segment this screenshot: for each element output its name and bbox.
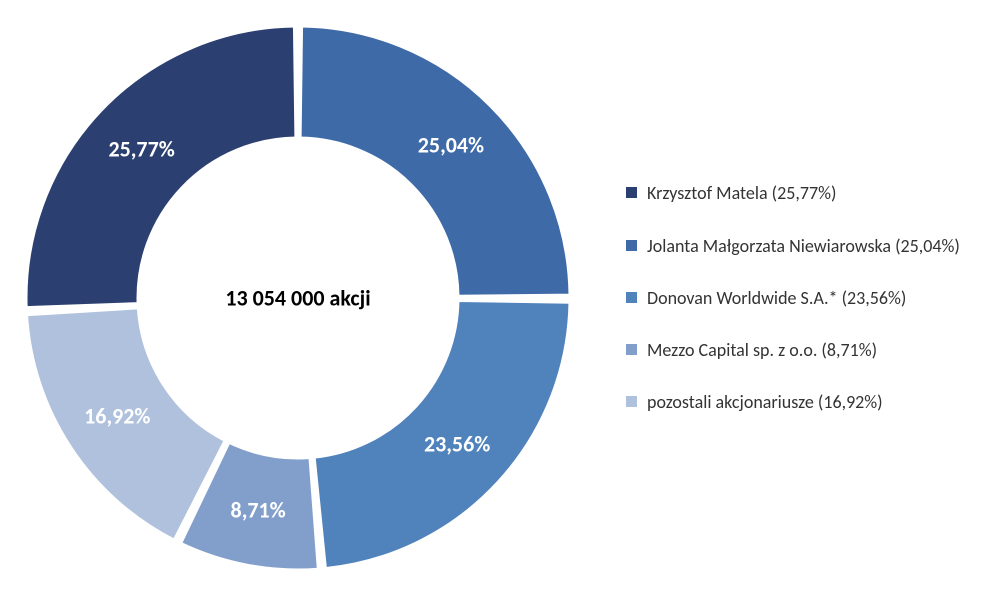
donut-slice (300, 26, 570, 296)
legend-item: pozostali akcjonariusze (16,92%) (626, 390, 971, 414)
slice-label: 8,71% (231, 497, 286, 524)
slice-label: 16,92% (84, 403, 150, 430)
chart-container: 13 054 000 akcji 25,04% 23,56% 8,71% 16,92%… (0, 0, 991, 596)
slice-label: 25,04% (418, 132, 484, 159)
legend-label: Jolanta Małgorzata Niewiarowska (25,04%) (647, 234, 960, 258)
legend-item: Jolanta Małgorzata Niewiarowska (25,04%) (626, 234, 971, 258)
donut-chart: 13 054 000 akcji 25,04% 23,56% 8,71% 16,92%… (0, 0, 596, 596)
legend-label: pozostali akcjonariusze (16,92%) (647, 390, 883, 414)
legend-item: Krzysztof Matela (25,77%) (626, 181, 971, 205)
legend-swatch (626, 240, 637, 251)
legend-swatch (626, 344, 637, 355)
legend-label: Krzysztof Matela (25,77%) (647, 181, 836, 205)
legend-label: Donovan Worldwide S.A.* (23,56%) (647, 286, 906, 310)
donut-slice (26, 26, 296, 308)
slice-label: 23,56% (424, 431, 490, 458)
legend-swatch (626, 292, 637, 303)
legend-item: Donovan Worldwide S.A.* (23,56%) (626, 286, 971, 310)
legend: Krzysztof Matela (25,77%) Jolanta Małgorz… (596, 181, 991, 414)
legend-item: Mezzo Capital sp. z o.o. (8,71%) (626, 338, 971, 362)
slice-label: 25,77% (108, 136, 174, 163)
center-text: 13 054 000 akcji (225, 285, 370, 312)
legend-swatch (626, 396, 637, 407)
legend-label: Mezzo Capital sp. z o.o. (8,71%) (647, 338, 877, 362)
legend-swatch (626, 187, 637, 198)
